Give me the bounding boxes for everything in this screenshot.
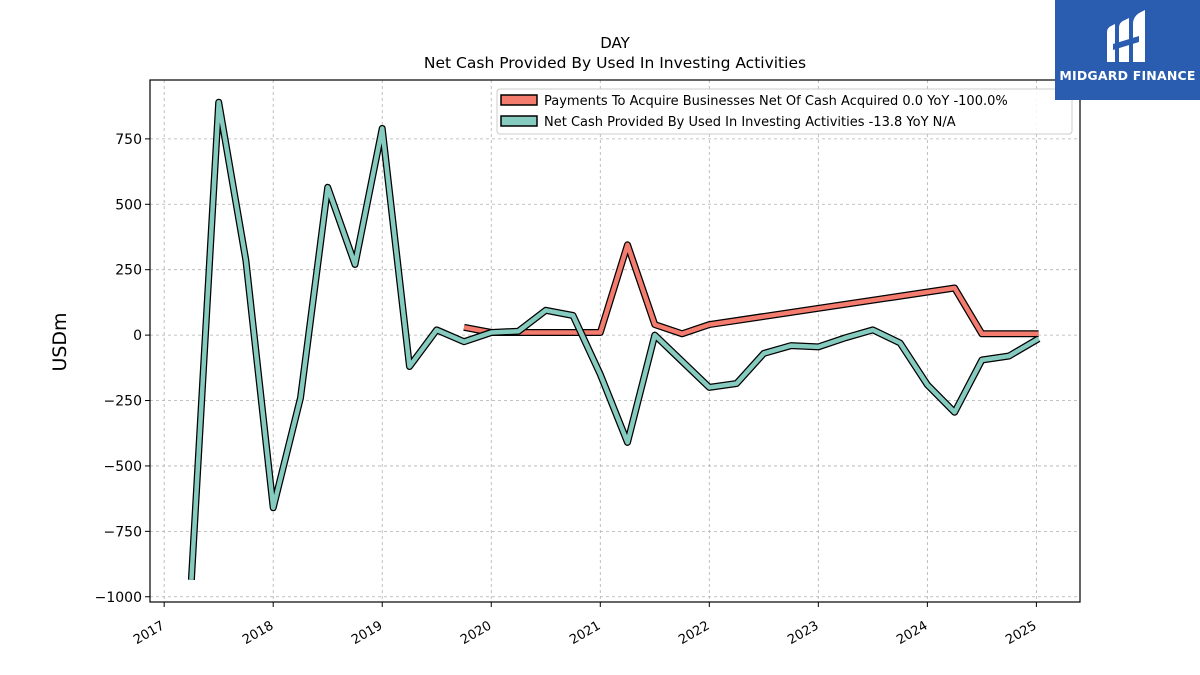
- legend-label-0: Payments To Acquire Businesses Net Of Ca…: [544, 94, 1008, 109]
- y-tick-label: −1000: [95, 590, 142, 606]
- chart-title-line2: Net Cash Provided By Used In Investing A…: [424, 54, 806, 72]
- axes: 2017 2018 2019 2020 2021 2022 2023 2024 2025 750 5…: [95, 79, 1081, 648]
- legend-label-1: Net Cash Provided By Used In Investing A…: [544, 115, 956, 130]
- x-tick-label: 2023: [785, 618, 821, 648]
- y-tick-label: −500: [104, 459, 142, 475]
- logo-mark-icon: [1107, 10, 1145, 62]
- legend-swatch-1: [500, 115, 538, 127]
- y-tick-label: 500: [115, 197, 142, 213]
- y-tick-label: 750: [115, 132, 142, 148]
- series-outline-1: [187, 98, 1041, 580]
- y-tick-label: 250: [115, 263, 142, 279]
- x-tick-label: 2024: [894, 618, 930, 648]
- y-tick-label: −250: [104, 394, 142, 410]
- legend: Payments To Acquire Businesses Net Of Ca…: [496, 88, 1073, 135]
- series-line-0: [463, 242, 1039, 337]
- logo-text: MIDGARD FINANCE: [1059, 68, 1196, 83]
- legend-swatch-0: [500, 94, 538, 106]
- series-lines: [187, 98, 1041, 580]
- y-tick-label: 0: [133, 328, 142, 344]
- x-tick-label: 2025: [1003, 618, 1039, 648]
- chart-title-line1: DAY: [600, 34, 630, 52]
- x-tick-label: 2022: [676, 618, 712, 648]
- y-tick-label: −750: [104, 524, 142, 540]
- legend-box: [496, 88, 1073, 135]
- grid: [150, 80, 1080, 602]
- x-tick-label: 2020: [458, 618, 494, 648]
- x-tick-label: 2018: [240, 618, 276, 648]
- x-tick-label: 2019: [349, 618, 385, 648]
- x-tick-label: 2021: [567, 618, 603, 648]
- y-axis-label: USDm: [49, 312, 71, 371]
- plot-frame: [149, 79, 1081, 603]
- midgard-finance-logo: MIDGARD FINANCE: [1055, 0, 1200, 100]
- x-tick-label: 2017: [131, 618, 167, 648]
- series-line-1: [189, 99, 1040, 580]
